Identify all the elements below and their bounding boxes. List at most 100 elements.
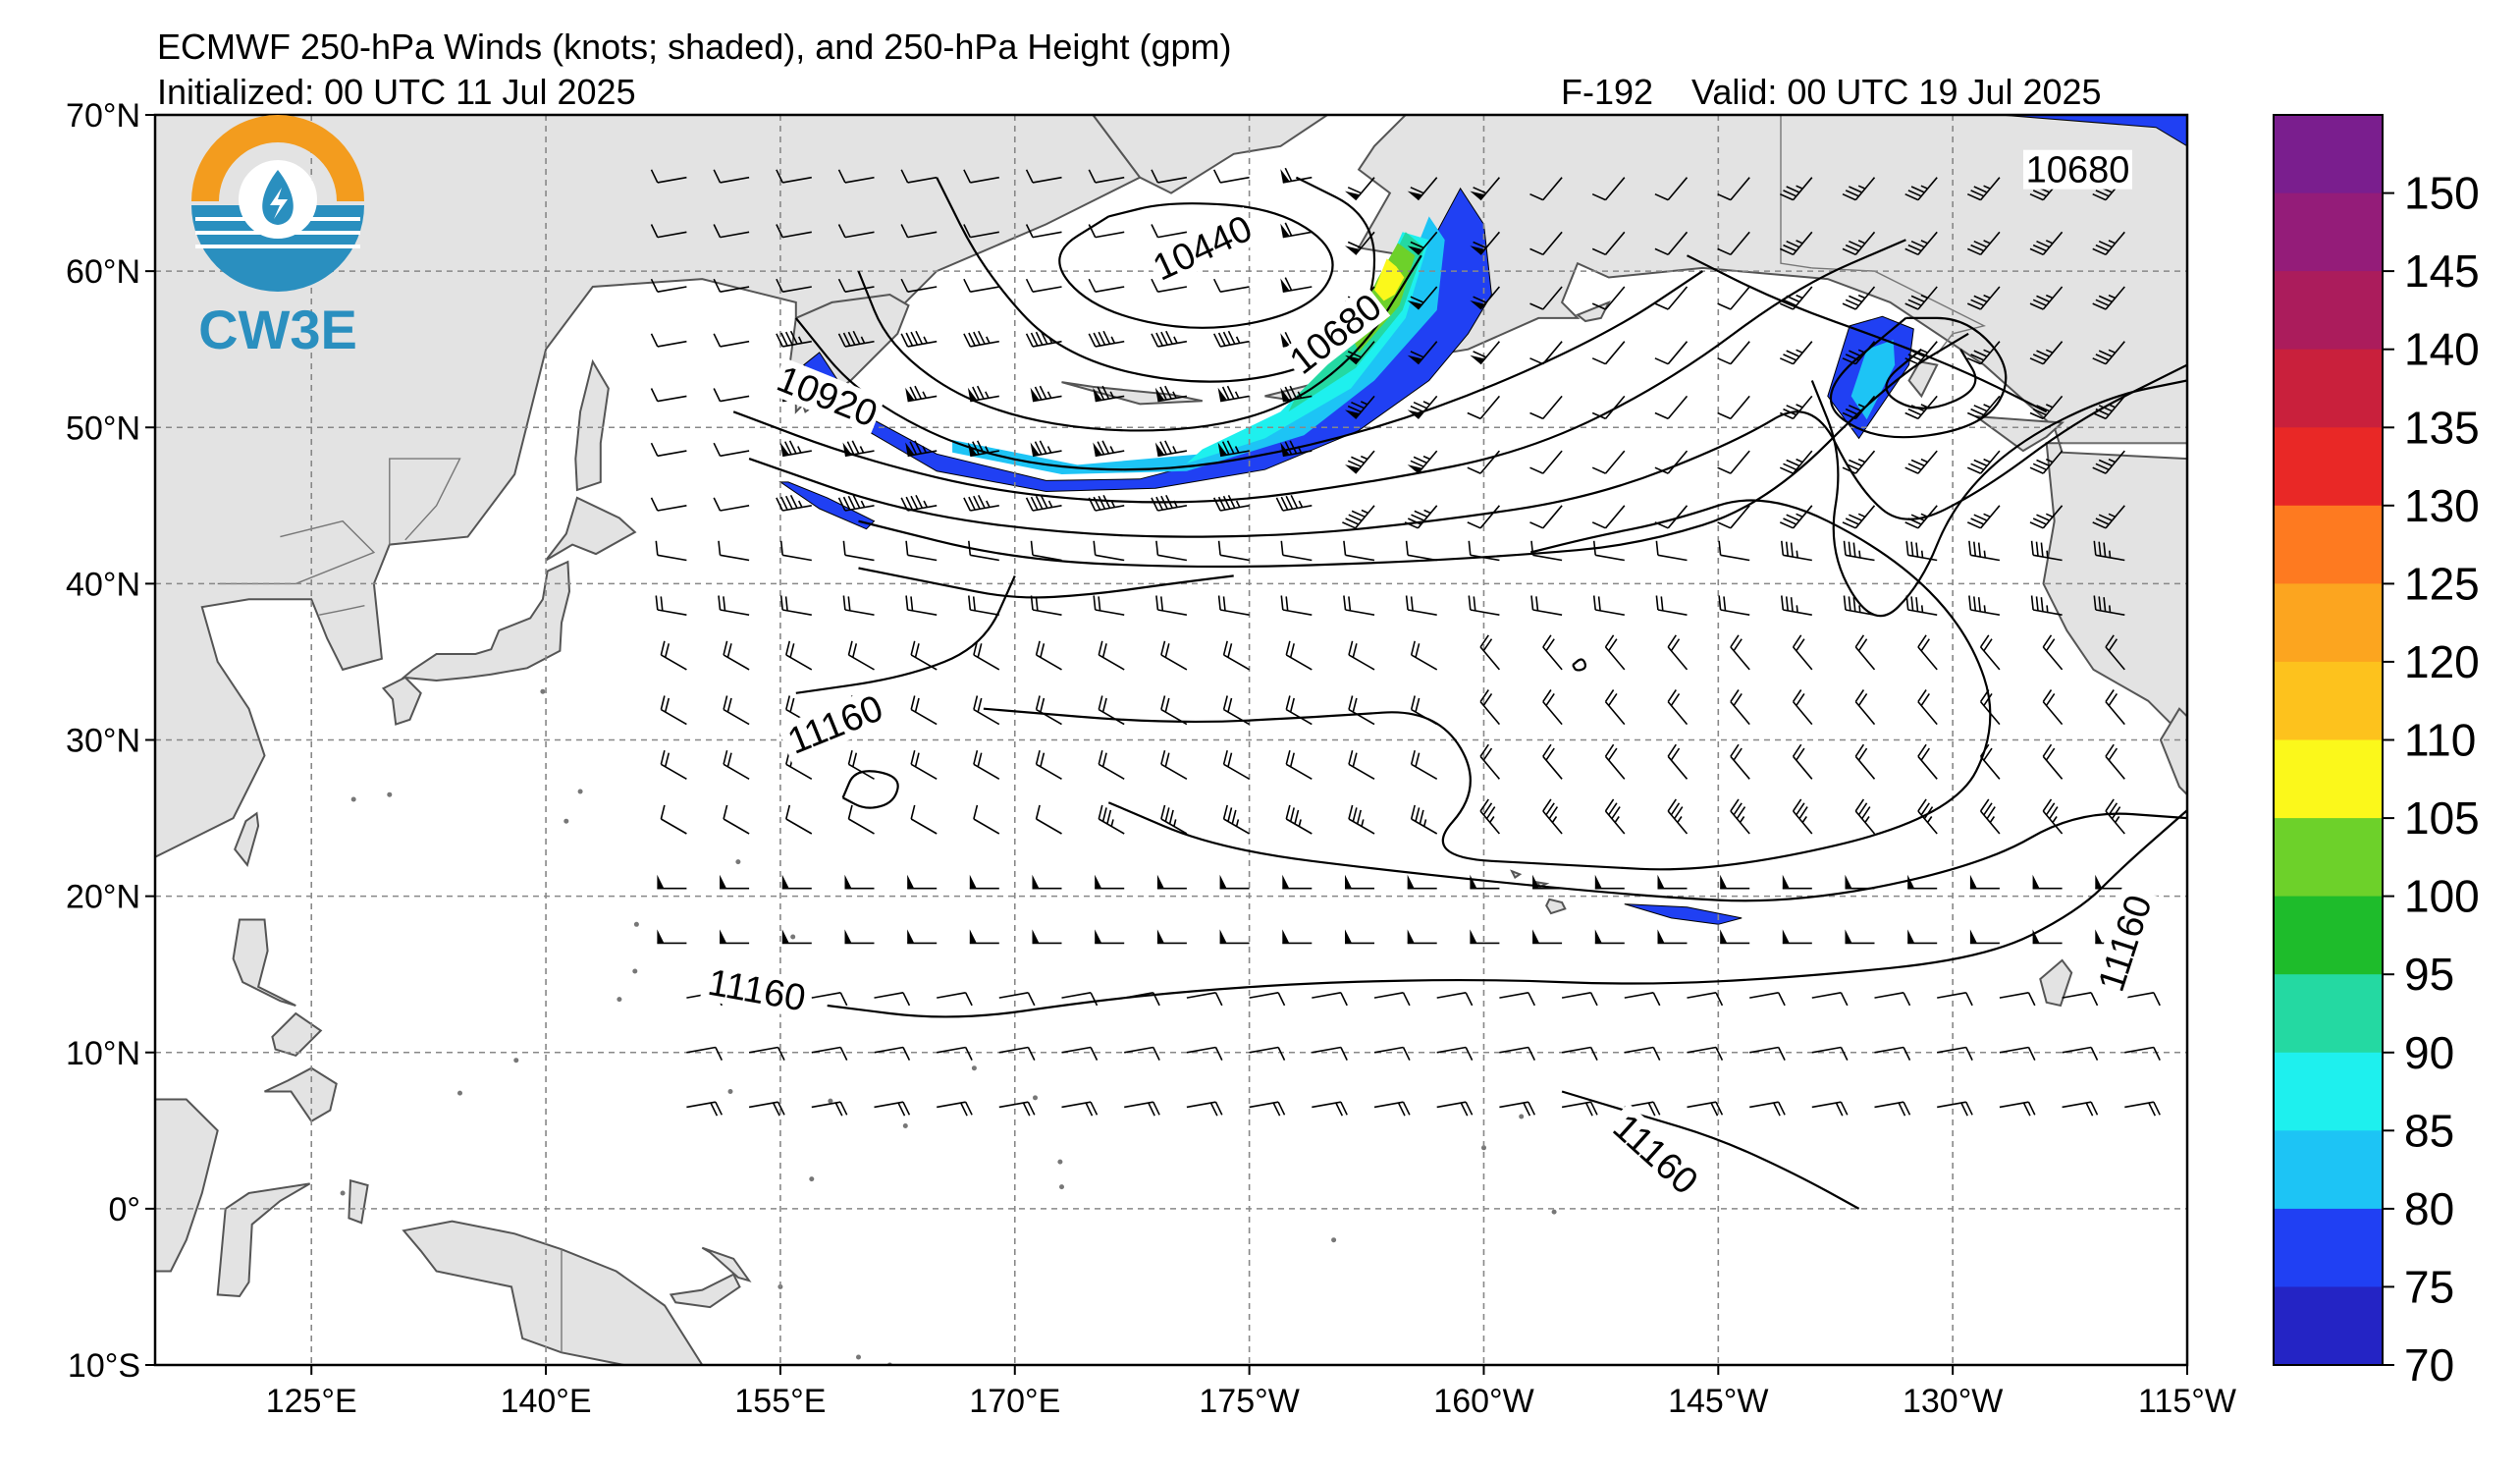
wind-barb bbox=[1407, 929, 1437, 945]
colorbar-swatch bbox=[2274, 1286, 2383, 1366]
wind-barb bbox=[1222, 640, 1250, 671]
wind-barb bbox=[1348, 804, 1375, 835]
wind-barb bbox=[2124, 1046, 2161, 1061]
wind-barb bbox=[1436, 992, 1474, 1007]
wind-barb bbox=[1470, 874, 1500, 890]
wind-barb bbox=[1529, 177, 1563, 201]
wind-barb bbox=[1779, 450, 1813, 474]
wind-barb bbox=[1061, 1046, 1099, 1061]
jet-80kt bbox=[952, 216, 1445, 474]
wind-barb bbox=[1842, 177, 1876, 201]
wind-barb bbox=[1407, 450, 1438, 474]
wind-barb bbox=[1348, 695, 1375, 726]
wind-barb bbox=[837, 278, 875, 293]
wind-barb bbox=[837, 494, 875, 512]
wind-barb bbox=[2029, 395, 2064, 420]
wind-barb bbox=[1468, 540, 1500, 562]
wind-barb bbox=[1154, 440, 1188, 458]
wind-barb bbox=[650, 278, 687, 293]
lon-label: 130°W bbox=[1903, 1383, 2003, 1420]
height-contour-16 bbox=[1572, 658, 1586, 672]
wind-barb bbox=[973, 640, 1000, 671]
island-12 bbox=[1519, 1114, 1525, 1119]
wind-barb bbox=[776, 169, 812, 184]
baja bbox=[2159, 707, 2187, 796]
border-4 bbox=[1811, 267, 1987, 355]
wind-barb bbox=[1222, 804, 1250, 835]
wind-barb bbox=[1186, 992, 1223, 1007]
wind-barb bbox=[2092, 286, 2125, 310]
wind-barb bbox=[1937, 1101, 1973, 1117]
wind-barb bbox=[1405, 540, 1437, 562]
wind-barb bbox=[963, 169, 999, 184]
colorbar-swatch bbox=[2274, 818, 2383, 898]
wind-barb bbox=[1604, 634, 1626, 671]
wind-barb bbox=[718, 595, 750, 616]
wind-barb bbox=[1407, 341, 1438, 365]
wind-barb bbox=[1160, 804, 1188, 835]
wind-barb bbox=[811, 1046, 848, 1061]
wind-barb bbox=[1667, 634, 1689, 671]
wind-barb bbox=[910, 695, 938, 726]
wind-barb bbox=[1654, 341, 1689, 365]
colorbar-label: 100 bbox=[2404, 871, 2480, 922]
wind-barb bbox=[1717, 395, 1750, 420]
wind-barb bbox=[910, 804, 938, 835]
wind-barb bbox=[1154, 385, 1188, 403]
aleutians-b bbox=[1061, 381, 1203, 406]
wind-barb bbox=[973, 750, 1000, 780]
wind-barb bbox=[1845, 929, 1875, 945]
wind-barb bbox=[2062, 1101, 2099, 1117]
island-0 bbox=[457, 1090, 462, 1096]
wind-barb bbox=[1407, 231, 1438, 255]
wind-barb bbox=[1348, 750, 1375, 780]
wind-barb bbox=[1999, 992, 2036, 1007]
wind-barb bbox=[1345, 929, 1374, 945]
wind-barb bbox=[1966, 177, 2001, 201]
wind-barb bbox=[968, 595, 999, 616]
wind-barb bbox=[2105, 798, 2125, 835]
wind-barb bbox=[1095, 929, 1125, 945]
wind-barb bbox=[2105, 743, 2125, 780]
new-britain bbox=[669, 1273, 741, 1309]
island-13 bbox=[1481, 1145, 1486, 1151]
wind-barb bbox=[1285, 804, 1313, 835]
wind-barb bbox=[1093, 540, 1125, 562]
wind-barb bbox=[1098, 640, 1125, 671]
cw3e-logo: CW3E bbox=[191, 115, 364, 360]
wind-barb bbox=[1155, 540, 1188, 562]
wind-barb bbox=[874, 1046, 911, 1061]
lon-label: 160°W bbox=[1433, 1383, 1533, 1420]
wind-barb bbox=[713, 442, 750, 458]
wind-barb bbox=[1999, 1046, 2036, 1061]
wind-barb bbox=[1093, 440, 1125, 458]
lon-label: 140°E bbox=[501, 1383, 592, 1420]
wind-barb bbox=[1093, 385, 1125, 403]
island-23 bbox=[540, 688, 546, 694]
wind-barb bbox=[1156, 929, 1187, 945]
wind-barb bbox=[1591, 177, 1626, 201]
wind-barb bbox=[1792, 743, 1813, 780]
wind-barb bbox=[969, 874, 999, 890]
figure-title: ECMWF 250-hPa Winds (knots; shaded), and… bbox=[157, 27, 1232, 67]
island-6 bbox=[902, 1123, 908, 1128]
wind-barb bbox=[1312, 1101, 1348, 1117]
wind-barb bbox=[1312, 1046, 1348, 1061]
wind-barb bbox=[1905, 540, 1938, 562]
wind-barb bbox=[713, 169, 750, 184]
wind-barb bbox=[1917, 634, 1938, 671]
hawaii-maui bbox=[1534, 880, 1550, 889]
wind-barb bbox=[1124, 992, 1160, 1007]
wind-barb bbox=[1667, 798, 1689, 835]
wind-barb bbox=[1186, 1046, 1223, 1061]
wind-barb bbox=[1968, 540, 2001, 562]
wind-barb bbox=[1624, 1046, 1661, 1061]
wind-barb bbox=[837, 330, 875, 348]
lat-label: 50°N bbox=[66, 409, 140, 447]
island-9 bbox=[1059, 1184, 1064, 1190]
wind-barb bbox=[2095, 874, 2125, 890]
wind-barb bbox=[937, 992, 973, 1007]
wind-barb bbox=[1687, 992, 1724, 1007]
